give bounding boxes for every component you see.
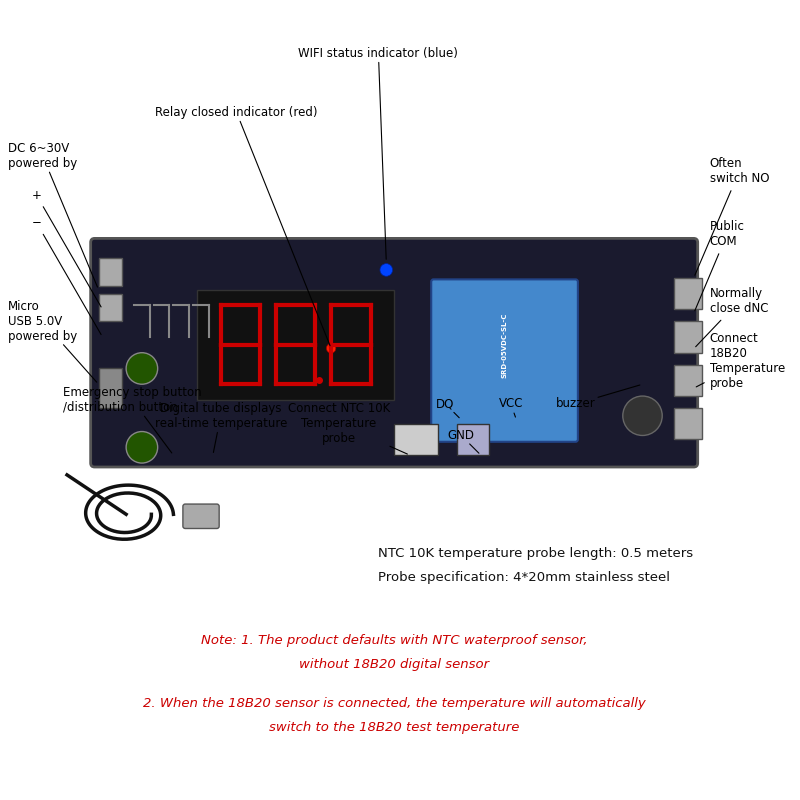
Text: WIFI status indicator (blue): WIFI status indicator (blue) [298, 46, 458, 259]
Bar [674, 408, 702, 439]
Text: Relay closed indicator (red): Relay closed indicator (red) [155, 106, 330, 346]
Text: switch to the 18B20 test temperature: switch to the 18B20 test temperature [269, 721, 519, 734]
Text: 2. When the 18B20 sensor is connected, the temperature will automatically: 2. When the 18B20 sensor is connected, t… [143, 697, 646, 710]
Ellipse shape [126, 431, 158, 463]
Text: Micro
USB 5.0V
powered by: Micro USB 5.0V powered by [8, 300, 97, 382]
Bar [674, 365, 702, 396]
Text: Probe specification: 4*20mm stainless steel: Probe specification: 4*20mm stainless st… [378, 571, 670, 584]
Bar [197, 290, 394, 400]
FancyBboxPatch shape [431, 279, 578, 442]
Text: Connect
18B20
Temperature
probe: Connect 18B20 Temperature probe [696, 331, 785, 390]
Bar [674, 278, 702, 310]
Ellipse shape [126, 353, 158, 384]
Text: −: − [31, 216, 101, 334]
FancyBboxPatch shape [90, 238, 698, 467]
Text: Often
switch NO: Often switch NO [695, 158, 769, 275]
Circle shape [326, 343, 336, 353]
Text: DQ: DQ [436, 398, 459, 418]
Bar [674, 321, 702, 353]
Text: DC 6~30V
powered by: DC 6~30V powered by [8, 142, 98, 287]
Bar [98, 258, 122, 286]
FancyBboxPatch shape [183, 504, 219, 529]
Bar [458, 424, 489, 455]
Text: NTC 10K temperature probe length: 0.5 meters: NTC 10K temperature probe length: 0.5 me… [378, 547, 694, 560]
Text: Digital tube displays
real-time temperature: Digital tube displays real-time temperat… [154, 402, 287, 453]
Text: Note: 1. The product defaults with NTC waterproof sensor,: Note: 1. The product defaults with NTC w… [201, 634, 587, 647]
Text: SRD-05VDC-SL-C: SRD-05VDC-SL-C [502, 312, 507, 378]
Text: Public
COM: Public COM [695, 221, 744, 310]
Text: Connect NTC 10K
Temperature
probe: Connect NTC 10K Temperature probe [288, 402, 407, 454]
Bar [98, 369, 122, 408]
Circle shape [622, 396, 662, 435]
Text: GND: GND [448, 429, 479, 454]
Text: +: + [31, 189, 101, 307]
Text: without 18B20 digital sensor: without 18B20 digital sensor [299, 658, 490, 670]
Text: VCC: VCC [498, 398, 523, 417]
Text: Normally
close dNC: Normally close dNC [696, 287, 768, 346]
Bar [98, 294, 122, 321]
Text: buzzer: buzzer [556, 385, 640, 410]
Circle shape [380, 264, 393, 276]
Text: Emergency stop button
/distribution button: Emergency stop button /distribution butt… [63, 386, 202, 453]
Bar [394, 424, 438, 455]
